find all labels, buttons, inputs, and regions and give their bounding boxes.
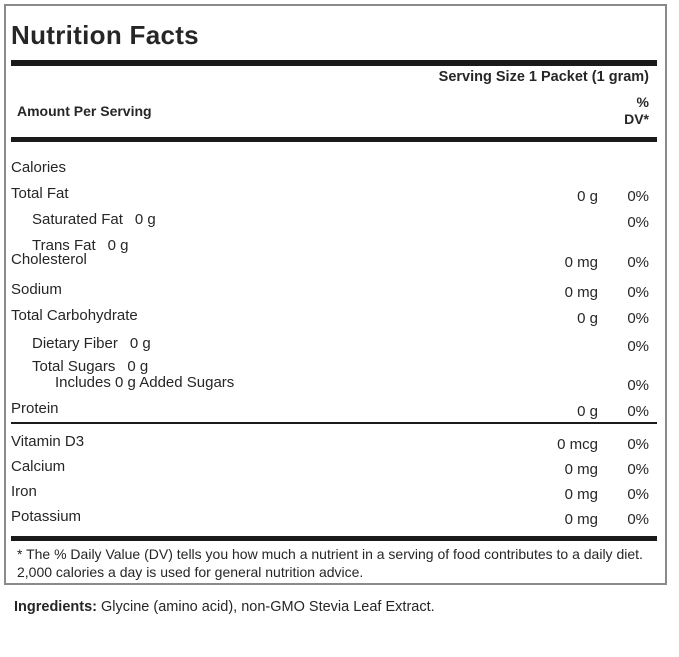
nutrient-row: Total Sugars 0 g	[11, 357, 649, 376]
nutrient-dv: 0%	[627, 310, 649, 327]
nutrient-dv: 0%	[627, 403, 649, 420]
nutrient-rows: Calories Total Fat 0 g 0% Saturated Fat 0 g 0%…	[11, 158, 657, 420]
nutrient-name: Saturated Fat	[32, 211, 123, 228]
nutrient-name: Potassium	[11, 508, 82, 525]
nutrient-inline-amount: 0 g	[129, 335, 151, 352]
nutrient-dv: 0%	[627, 214, 649, 231]
serving-size-text: Serving Size 1 Packet (1 gram)	[438, 69, 649, 85]
nutrient-row: Includes 0 g Added Sugars 0%	[11, 373, 649, 394]
nutrient-amount: 0 mg	[564, 486, 598, 503]
divider-header-rule	[11, 137, 657, 142]
nutrient-name: Total Fat	[11, 185, 69, 202]
amount-per-serving-label: Amount Per Serving	[17, 103, 152, 119]
nutrient-amount: 0 mcg	[557, 436, 598, 453]
ingredients-line: Ingredients: Glycine (amino acid), non-G…	[14, 598, 659, 616]
vitamin-rows: Vitamin D3 0 mcg 0% Calcium 0 mg 0% Iron 0 mg 0%…	[11, 432, 657, 528]
nutrient-row: Total Carbohydrate 0 g 0%	[11, 306, 649, 327]
percent-dv-header-line2: DV*	[624, 111, 649, 127]
column-header-row: Amount Per Serving % DV*	[11, 94, 657, 128]
divider-footnote-rule	[11, 536, 657, 541]
nutrient-name: Calories	[11, 159, 67, 176]
nutrient-row: Vitamin D3 0 mcg 0%	[11, 432, 649, 453]
percent-dv-header: % DV*	[624, 94, 649, 128]
divider-vitamins-rule	[11, 422, 657, 424]
nutrient-row: Calcium 0 mg 0%	[11, 457, 649, 478]
nutrient-row: Sodium 0 mg 0%	[11, 280, 649, 301]
nutrient-name: Total Carbohydrate	[11, 307, 138, 324]
nutrient-amount: 0 mg	[564, 511, 598, 528]
nutrient-name: Iron	[11, 483, 37, 500]
nutrient-dv: 0%	[627, 188, 649, 205]
nutrient-amount: 0 g	[577, 310, 598, 327]
nutrient-name: Includes 0 g Added Sugars	[55, 374, 235, 391]
nutrient-dv: 0%	[627, 461, 649, 478]
divider-title-rule	[11, 60, 657, 66]
nutrient-name: Sodium	[11, 281, 62, 298]
nutrient-name: Dietary Fiber	[32, 335, 118, 352]
nutrient-row: Calories	[11, 158, 649, 177]
nutrient-amount: 0 g	[577, 188, 598, 205]
nutrient-name: Total Sugars	[32, 358, 116, 375]
nutrient-amount: 0 g	[577, 403, 598, 420]
nutrient-row: Total Fat 0 g 0%	[11, 184, 649, 205]
nutrient-dv: 0%	[627, 436, 649, 453]
nutrient-dv: 0%	[627, 486, 649, 503]
nutrient-name: Calcium	[11, 458, 66, 475]
nutrient-amount: 0 mg	[564, 284, 598, 301]
nutrient-dv: 0%	[627, 511, 649, 528]
nutrient-amount: 0 mg	[564, 254, 598, 271]
nutrient-name: Trans Fat	[32, 237, 96, 254]
nutrient-row: Saturated Fat 0 g 0%	[11, 210, 649, 231]
nutrient-dv: 0%	[627, 284, 649, 301]
nutrient-row: Protein 0 g 0%	[11, 399, 649, 420]
nutrient-inline-amount: 0 g	[107, 237, 129, 254]
ingredients-text: Glycine (amino acid), non-GMO Stevia Lea…	[96, 599, 435, 615]
nutrient-name: Protein	[11, 400, 59, 417]
nutrient-name: Cholesterol	[11, 251, 87, 268]
nutrient-inline-amount: 0 g	[134, 211, 156, 228]
nutrient-row: Dietary Fiber 0 g 0%	[11, 334, 649, 355]
nutrient-name: Vitamin D3	[11, 433, 85, 450]
panel-title: Nutrition Facts	[11, 20, 199, 50]
nutrient-row: Iron 0 mg 0%	[11, 482, 649, 503]
nutrient-row: Potassium 0 mg 0%	[11, 507, 649, 528]
nutrient-row: Cholesterol 0 mg 0%	[11, 250, 649, 271]
nutrient-amount: 0 mg	[564, 461, 598, 478]
percent-dv-header-line1: %	[636, 94, 649, 110]
nutrient-dv: 0%	[627, 377, 649, 394]
nutrient-inline-amount: 0 g	[127, 358, 149, 375]
dv-footnote: * The % Daily Value (DV) tells you how m…	[17, 546, 643, 580]
nutrient-dv: 0%	[627, 254, 649, 271]
ingredients-label: Ingredients:	[14, 599, 97, 615]
nutrient-row: Trans Fat 0 g	[11, 236, 649, 255]
nutrition-facts-panel: Nutrition Facts Serving Size 1 Packet (1…	[4, 4, 667, 585]
nutrient-dv: 0%	[627, 338, 649, 355]
